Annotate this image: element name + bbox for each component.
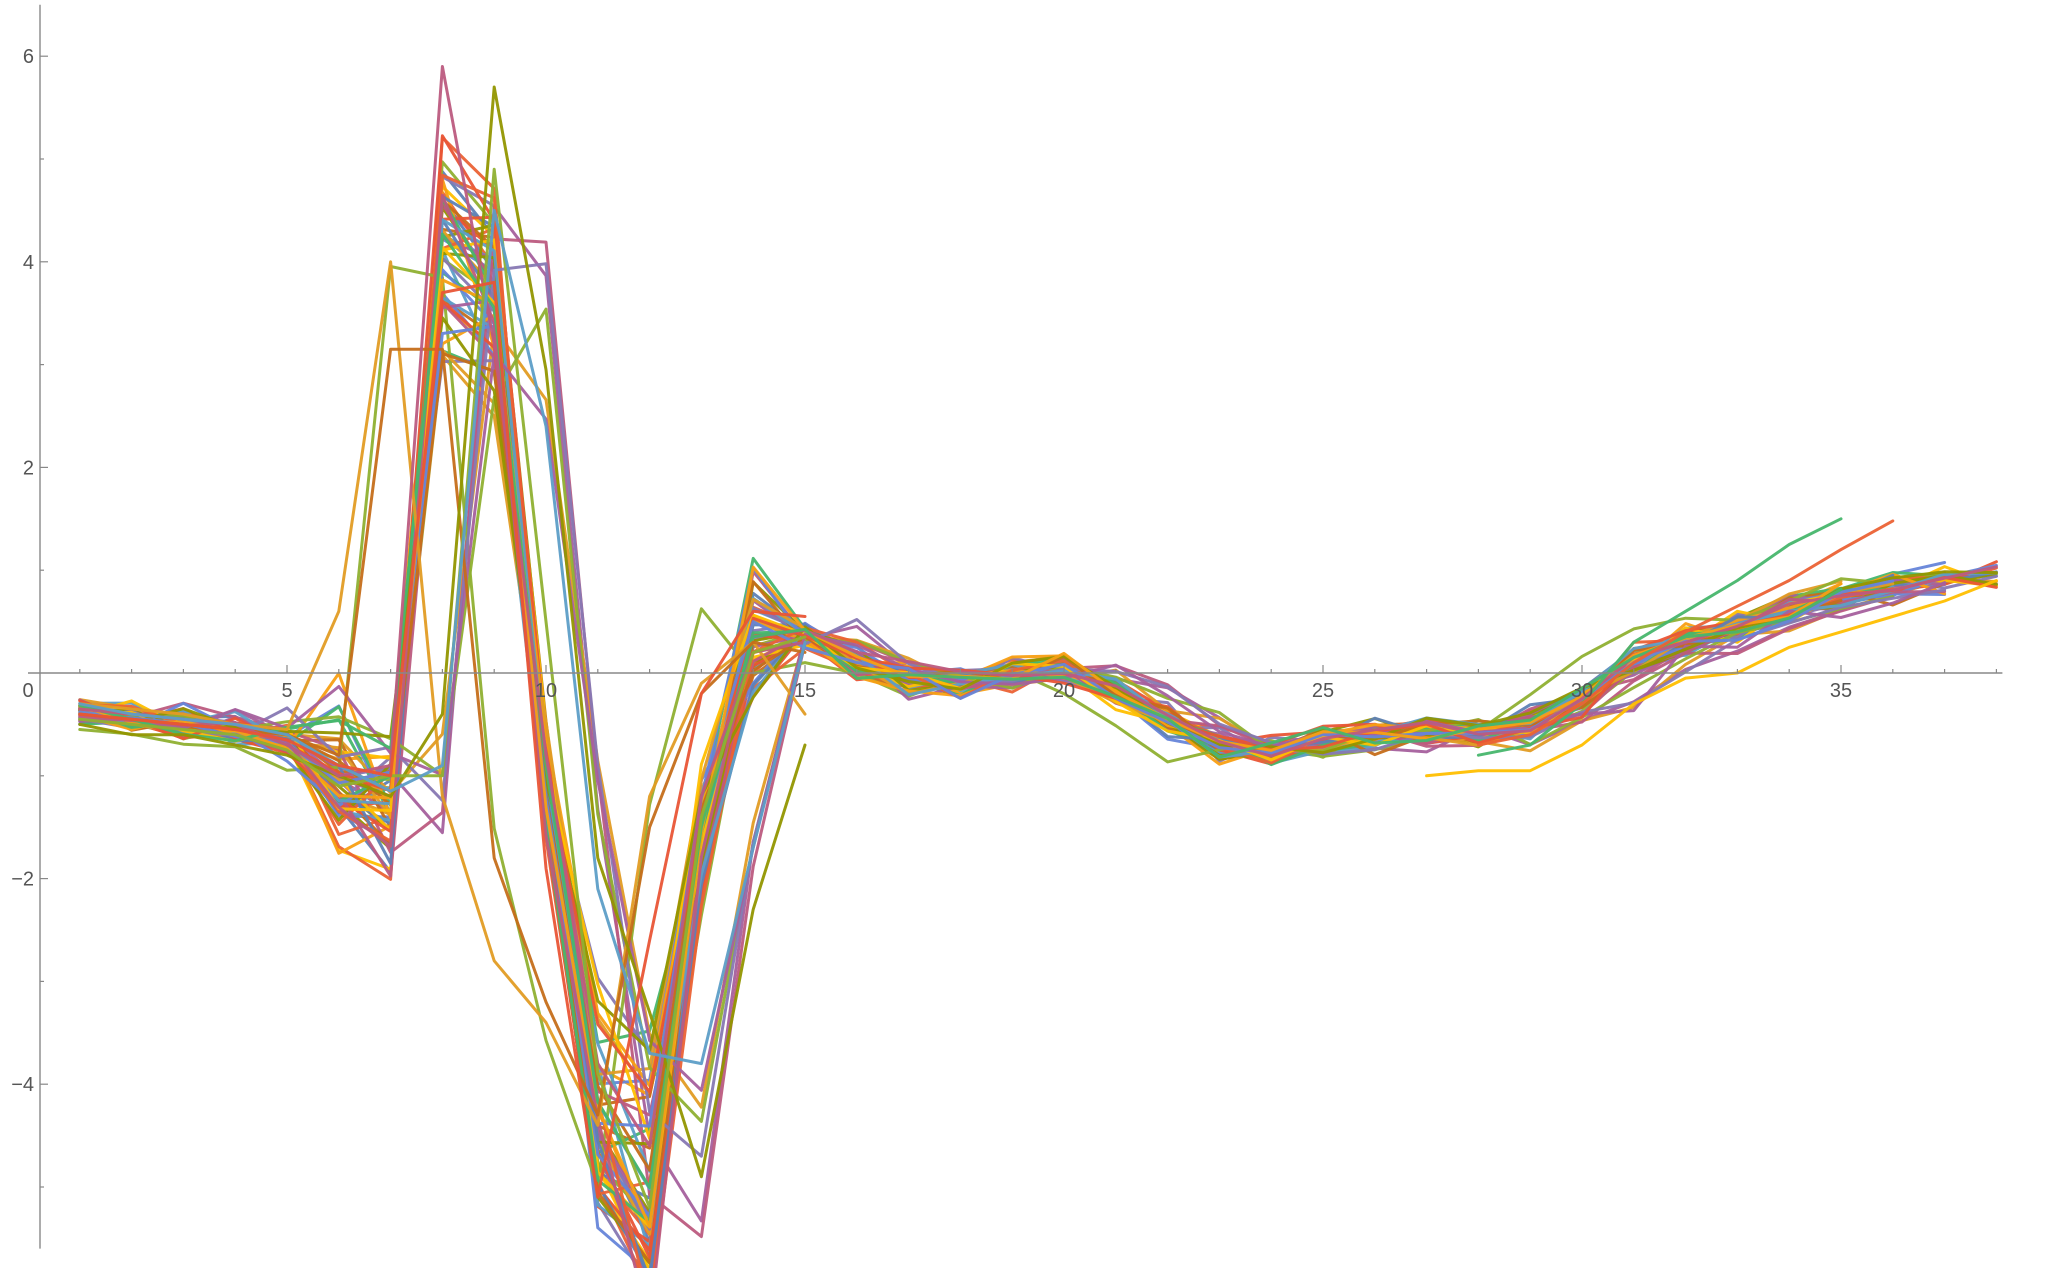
series-line bbox=[78, 313, 1947, 1088]
series-line bbox=[78, 85, 807, 1179]
labels-layer: 0 5 10 15 20 25 30 35 −4 −2 2 4 6 bbox=[11, 46, 1852, 1096]
y-tick-label: −2 bbox=[11, 869, 34, 891]
series-line bbox=[78, 215, 1843, 1259]
y-tick-label: 2 bbox=[23, 457, 34, 479]
series-line bbox=[78, 257, 1947, 1220]
x-tick-label: 15 bbox=[794, 680, 816, 702]
x-tick-label: 5 bbox=[281, 680, 292, 702]
series-line bbox=[78, 256, 1998, 1231]
series-line bbox=[78, 193, 1998, 1268]
series-line bbox=[1425, 579, 1998, 778]
x-tick-label: 35 bbox=[1830, 680, 1852, 702]
series-line bbox=[78, 231, 1998, 1263]
x-tick-label: 0 bbox=[22, 680, 33, 702]
y-tick-label: 6 bbox=[23, 46, 34, 68]
series-line bbox=[78, 301, 1947, 1117]
series-line bbox=[78, 204, 1947, 1244]
series-line bbox=[78, 260, 807, 1127]
series-line bbox=[78, 232, 1843, 1189]
series-line bbox=[1476, 519, 1895, 747]
x-tick-label: 20 bbox=[1053, 680, 1075, 702]
series-line bbox=[78, 238, 1998, 1229]
series-layer bbox=[78, 65, 1998, 1268]
y-tick-label: 4 bbox=[23, 252, 34, 274]
y-tick-label: −4 bbox=[11, 1074, 34, 1096]
series-line bbox=[78, 134, 1998, 1252]
series-line bbox=[78, 190, 1998, 1237]
x-tick-label: 10 bbox=[535, 680, 557, 702]
series-line bbox=[78, 237, 1895, 1239]
series-line bbox=[78, 195, 1998, 1268]
series-line bbox=[78, 326, 1998, 1109]
series-line bbox=[78, 208, 807, 1066]
series-line bbox=[78, 205, 1947, 1215]
series-line bbox=[78, 136, 1947, 1268]
series-line bbox=[1476, 517, 1843, 757]
axes-layer bbox=[28, 4, 2003, 1249]
x-tick-label: 30 bbox=[1571, 680, 1593, 702]
series-line bbox=[78, 178, 1947, 1234]
series-line bbox=[78, 175, 1947, 1268]
series-line bbox=[78, 197, 1998, 1200]
series-line bbox=[78, 251, 1998, 1146]
series-line bbox=[78, 167, 807, 1210]
x-tick-label: 25 bbox=[1312, 680, 1334, 702]
series-line bbox=[78, 223, 1998, 1265]
series-line bbox=[78, 234, 1998, 1248]
series-line bbox=[78, 262, 1947, 1158]
series-line bbox=[78, 218, 1998, 1191]
series-line bbox=[78, 280, 807, 1199]
